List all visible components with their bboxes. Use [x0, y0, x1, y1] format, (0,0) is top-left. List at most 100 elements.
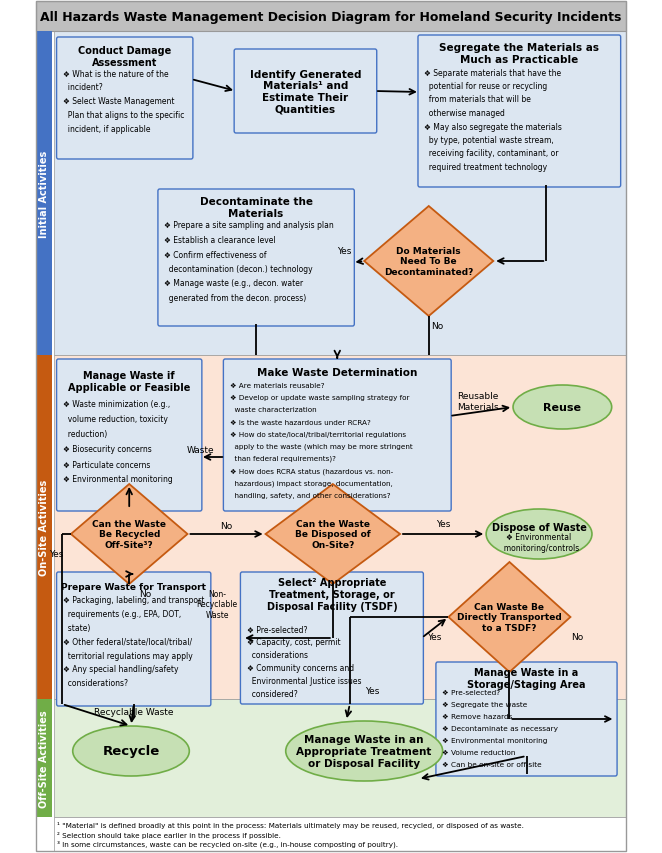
Text: receiving facility, contaminant, or: receiving facility, contaminant, or: [424, 149, 559, 159]
Text: Environmental Justice issues: Environmental Justice issues: [247, 676, 361, 686]
Text: ❖ Remove hazards: ❖ Remove hazards: [442, 713, 512, 719]
Text: ❖ Community concerns and: ❖ Community concerns and: [247, 664, 354, 673]
Text: ❖ Select Waste Management: ❖ Select Waste Management: [63, 97, 174, 107]
Text: Select² Appropriate
Treatment, Storage, or
Disposal Facility (TSDF): Select² Appropriate Treatment, Storage, …: [267, 577, 397, 611]
FancyBboxPatch shape: [54, 32, 626, 356]
Text: ❖ How do state/local/tribal/territorial regulations: ❖ How do state/local/tribal/territorial …: [230, 432, 406, 438]
Text: Off-Site Activities: Off-Site Activities: [39, 710, 49, 807]
FancyBboxPatch shape: [223, 360, 451, 512]
Text: considerations: considerations: [247, 651, 308, 659]
Text: ❖ How does RCRA status (hazardous vs. non-: ❖ How does RCRA status (hazardous vs. no…: [230, 467, 393, 474]
Polygon shape: [71, 485, 187, 584]
FancyBboxPatch shape: [158, 189, 354, 327]
Text: Reusable
Materials: Reusable Materials: [457, 392, 499, 411]
Ellipse shape: [73, 726, 189, 776]
Text: ❖ Prepare a site sampling and analysis plan: ❖ Prepare a site sampling and analysis p…: [164, 221, 334, 230]
Text: Decontaminate the
Materials: Decontaminate the Materials: [200, 197, 312, 218]
Text: ❖ Are materials reusable?: ❖ Are materials reusable?: [230, 382, 324, 389]
FancyBboxPatch shape: [56, 360, 202, 512]
Text: apply to the waste (which may be more stringent: apply to the waste (which may be more st…: [230, 444, 412, 450]
Text: state): state): [63, 624, 90, 632]
Ellipse shape: [513, 386, 612, 430]
Text: Dispose of Waste: Dispose of Waste: [492, 522, 587, 532]
Text: from materials that will be: from materials that will be: [424, 96, 531, 104]
Text: Recyclable Waste: Recyclable Waste: [94, 708, 173, 717]
Ellipse shape: [286, 721, 443, 781]
Text: Plan that aligns to the specific: Plan that aligns to the specific: [63, 112, 184, 120]
Text: ❖ Pre-selected?: ❖ Pre-selected?: [247, 624, 307, 634]
Text: ❖ Packaging, labeling, and transport: ❖ Packaging, labeling, and transport: [63, 595, 205, 605]
FancyBboxPatch shape: [240, 572, 424, 705]
Text: Can Waste Be
Directly Transported
to a TSDF?: Can Waste Be Directly Transported to a T…: [457, 602, 562, 632]
Text: Initial Activities: Initial Activities: [39, 150, 49, 237]
Ellipse shape: [486, 509, 592, 560]
Text: Yes: Yes: [337, 247, 352, 256]
Text: hazardous) impact storage, documentation,: hazardous) impact storage, documentation…: [230, 479, 393, 486]
Text: Can the Waste
Be Disposed of
On-Site?: Can the Waste Be Disposed of On-Site?: [295, 519, 371, 549]
FancyBboxPatch shape: [234, 50, 377, 134]
Text: Conduct Damage
Assessment: Conduct Damage Assessment: [78, 46, 171, 67]
Text: incident, if applicable: incident, if applicable: [63, 125, 150, 134]
Text: ❖ Particulate concerns: ❖ Particulate concerns: [63, 460, 150, 469]
Text: territorial regulations may apply: territorial regulations may apply: [63, 651, 193, 660]
Text: ❖ Waste minimization (e.g.,: ❖ Waste minimization (e.g.,: [63, 400, 170, 409]
Text: Yes: Yes: [436, 519, 450, 529]
Text: ❖ Is the waste hazardous under RCRA?: ❖ Is the waste hazardous under RCRA?: [230, 419, 371, 425]
Text: ❖ Confirm effectiveness of: ❖ Confirm effectiveness of: [164, 250, 267, 259]
Text: handling, safety, and other considerations?: handling, safety, and other consideratio…: [230, 492, 391, 498]
Text: ❖ Can be on-site or off-site: ❖ Can be on-site or off-site: [442, 761, 542, 767]
FancyBboxPatch shape: [418, 36, 621, 188]
Text: reduction): reduction): [63, 430, 107, 439]
Text: Yes: Yes: [50, 550, 64, 559]
Text: Prepare Waste for Transport: Prepare Waste for Transport: [61, 583, 206, 592]
Text: by type, potential waste stream,: by type, potential waste stream,: [424, 136, 554, 145]
Text: No: No: [432, 322, 444, 331]
Text: requirements (e.g., EPA, DOT,: requirements (e.g., EPA, DOT,: [63, 610, 181, 618]
Text: generated from the decon. process): generated from the decon. process): [164, 293, 307, 303]
FancyBboxPatch shape: [36, 699, 52, 817]
Text: Manage Waste in an
Appropriate Treatment
or Disposal Facility: Manage Waste in an Appropriate Treatment…: [297, 734, 432, 768]
FancyBboxPatch shape: [436, 662, 617, 776]
Text: ❖ Decontaminate as necessary: ❖ Decontaminate as necessary: [442, 725, 558, 731]
Text: Segregate the Materials as
Much as Practicable: Segregate the Materials as Much as Pract…: [440, 44, 599, 65]
Text: All Hazards Waste Management Decision Diagram for Homeland Security Incidents: All Hazards Waste Management Decision Di…: [40, 10, 622, 24]
Text: Do Materials
Need To Be
Decontaminated?: Do Materials Need To Be Decontaminated?: [384, 247, 473, 276]
Text: potential for reuse or recycling: potential for reuse or recycling: [424, 82, 547, 91]
Text: On-Site Activities: On-Site Activities: [39, 479, 49, 576]
Text: ❖ Pre-selected?: ❖ Pre-selected?: [442, 689, 500, 695]
Text: No: No: [220, 522, 232, 531]
Text: Make Waste Determination: Make Waste Determination: [257, 368, 418, 378]
Text: volume reduction, toxicity: volume reduction, toxicity: [63, 415, 167, 424]
Text: Yes: Yes: [427, 633, 442, 641]
Text: ❖ Develop or update waste sampling strategy for: ❖ Develop or update waste sampling strat…: [230, 395, 409, 401]
FancyBboxPatch shape: [36, 2, 626, 32]
Text: ❖ Separate materials that have the: ❖ Separate materials that have the: [424, 68, 561, 78]
Text: ❖ Other federal/state/local/tribal/: ❖ Other federal/state/local/tribal/: [63, 637, 192, 646]
FancyBboxPatch shape: [54, 817, 626, 851]
FancyBboxPatch shape: [36, 32, 52, 356]
Text: ❖ Volume reduction: ❖ Volume reduction: [442, 749, 516, 755]
Polygon shape: [364, 206, 493, 316]
Text: ❖ Establish a clearance level: ❖ Establish a clearance level: [164, 235, 276, 245]
Text: ³ In some circumstances, waste can be recycled on-site (e.g., in-house compostin: ³ In some circumstances, waste can be re…: [58, 840, 399, 848]
Text: considered?: considered?: [247, 690, 297, 699]
Text: ❖ May also segregate the materials: ❖ May also segregate the materials: [424, 122, 562, 131]
Text: decontamination (decon.) technology: decontamination (decon.) technology: [164, 264, 313, 274]
Text: ❖ Environmental
  monitoring/controls: ❖ Environmental monitoring/controls: [499, 532, 579, 552]
Polygon shape: [265, 485, 400, 584]
Text: ❖ Environmental monitoring: ❖ Environmental monitoring: [442, 737, 547, 743]
Text: Non-
Recyclable
Waste: Non- Recyclable Waste: [197, 589, 238, 619]
Text: ² Selection should take place earlier in the process if possible.: ² Selection should take place earlier in…: [58, 831, 281, 838]
Text: ❖ Segregate the waste: ❖ Segregate the waste: [442, 701, 528, 707]
Text: considerations?: considerations?: [63, 678, 128, 688]
FancyBboxPatch shape: [54, 699, 626, 817]
Text: otherwise managed: otherwise managed: [424, 109, 505, 118]
FancyBboxPatch shape: [36, 356, 52, 699]
Text: ❖ What is the nature of the: ❖ What is the nature of the: [63, 69, 169, 78]
Text: No: No: [571, 633, 584, 641]
Text: Waste: Waste: [186, 446, 214, 455]
FancyBboxPatch shape: [54, 356, 626, 699]
Text: No: No: [139, 589, 152, 599]
Text: Identify Generated
Materials¹ and
Estimate Their
Quantities: Identify Generated Materials¹ and Estima…: [250, 69, 361, 114]
FancyBboxPatch shape: [56, 38, 193, 160]
